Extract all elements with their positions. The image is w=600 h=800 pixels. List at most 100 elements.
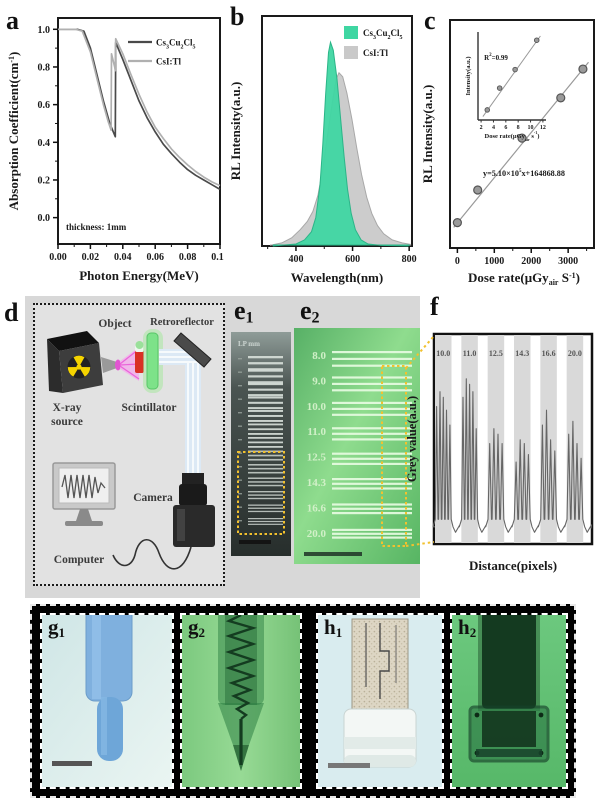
svg-text:3000: 3000	[558, 256, 578, 267]
xray-imaging-schematic: Object Retroreflector X-ray source Scint…	[33, 303, 225, 586]
label-camera: Camera	[133, 492, 173, 504]
svg-text:Distance(pixels): Distance(pixels)	[469, 558, 557, 573]
svg-text:11.0: 11.0	[463, 349, 477, 358]
panel-letter-g2: g2	[188, 615, 206, 640]
photo-e1-lp-target: LP mm	[231, 332, 291, 556]
light-beam	[159, 349, 201, 475]
lp-mm-label: LP mm	[238, 340, 260, 348]
e2-roi-box	[381, 365, 407, 547]
svg-text:800: 800	[402, 254, 417, 265]
svg-text:0.08: 0.08	[179, 252, 197, 263]
e2-line-pair-rows: 8.0 9.0 10.0 11.0 12.5 14.3 16.6 20.0	[307, 350, 412, 540]
e1-line-groups	[238, 356, 283, 525]
camera-cable	[112, 538, 192, 570]
svg-text:0.00: 0.00	[49, 252, 67, 263]
svg-text:11.0: 11.0	[307, 426, 326, 438]
svg-text:0.8: 0.8	[38, 62, 51, 73]
photo-h2-usb-xray: h2	[450, 613, 568, 789]
panel-letter-d: d	[4, 298, 19, 327]
svg-text:8: 8	[517, 125, 520, 131]
panel-letter-h2: h2	[458, 615, 477, 640]
g1-image	[42, 615, 172, 787]
photo-strip-background: g1 g2	[30, 604, 576, 798]
svg-text:Absorption Coefficient(cm-1): Absorption Coefficient(cm-1)	[6, 52, 21, 211]
svg-text:4: 4	[492, 125, 495, 131]
label-retroreflector: Retroreflector	[150, 317, 214, 328]
svg-text:CsI:Tl: CsI:Tl	[363, 48, 389, 58]
svg-text:0.02: 0.02	[82, 252, 100, 263]
label-computer: Computer	[54, 554, 104, 566]
chart-f-grey-profile: 10.0 11.0 12.5 14.3 16.6 20.0 Distance(pixels)…	[405, 332, 594, 573]
e1-roi-box	[237, 451, 285, 535]
h1-image	[318, 615, 442, 787]
svg-text:Dose rate(μGyair S-1): Dose rate(μGyair S-1)	[468, 270, 580, 287]
panel-letter-b: b	[230, 2, 245, 31]
svg-text:10.0: 10.0	[436, 349, 450, 358]
photo-e2-scintillator-image: 8.0 9.0 10.0 11.0 12.5 14.3 16.6 20.0	[294, 328, 420, 564]
photo-g1-pen-visible: g1	[40, 613, 174, 789]
svg-text:0.4: 0.4	[38, 138, 51, 149]
svg-text:10.0: 10.0	[307, 401, 327, 413]
svg-text:9.0: 9.0	[312, 375, 326, 387]
chart-a-absorption: 0.00 0.02 0.04 0.06 0.08 0.10 0.0 0.2 0.4 0.6 0.8 1…	[6, 17, 224, 283]
scintillator-slab	[143, 329, 163, 393]
svg-text:RL Intensity(a.u.): RL Intensity(a.u.)	[228, 82, 243, 181]
label-xray-2: source	[51, 416, 83, 428]
chart-c-dose-response: 0 1000 2000 3000 y=5.10×105x+164868.88 Dose r…	[420, 19, 595, 287]
camera-icon	[173, 473, 215, 547]
label-scintillator: Scintillator	[122, 402, 177, 414]
panel-letter-c: c	[424, 6, 436, 35]
panel-letter-g1: g1	[48, 615, 66, 640]
e1-scale-bar	[239, 540, 271, 544]
xray-source-icon	[47, 331, 121, 393]
svg-text:0.2: 0.2	[38, 175, 51, 186]
label-object: Object	[98, 318, 131, 330]
chart-b-rl-spectrum: 400 600 800 Cs3Cu2Cl5 CsI:Tl Wavelength(nm) RL…	[228, 15, 417, 285]
svg-text:20.0: 20.0	[568, 349, 582, 358]
svg-text:14.3: 14.3	[307, 477, 327, 489]
svg-text:Dose rate(μGyair s-1): Dose rate(μGyair s-1)	[485, 130, 540, 142]
svg-text:Cs3Cu2Cl5: Cs3Cu2Cl5	[156, 38, 196, 51]
svg-text:0.06: 0.06	[146, 252, 164, 263]
label-xray-1: X-ray	[53, 402, 82, 414]
svg-text:12.5: 12.5	[489, 349, 503, 358]
svg-text:1000: 1000	[484, 256, 504, 267]
svg-text:Wavelength(nm): Wavelength(nm)	[291, 270, 383, 285]
svg-text:1.0: 1.0	[38, 25, 51, 36]
svg-text:0.10: 0.10	[211, 252, 224, 263]
object-vial	[135, 341, 144, 373]
svg-text:10: 10	[528, 125, 534, 131]
retroreflector-mirror	[173, 332, 212, 368]
svg-text:6: 6	[504, 125, 507, 131]
svg-text:20.0: 20.0	[307, 528, 327, 540]
svg-text:2: 2	[480, 125, 483, 131]
svg-text:12.5: 12.5	[307, 452, 327, 464]
svg-text:0.0: 0.0	[38, 213, 51, 224]
panel-letter-h1: h1	[324, 615, 343, 640]
svg-text:2000: 2000	[521, 256, 541, 267]
g2-image	[182, 615, 300, 787]
svg-text:8.0: 8.0	[312, 350, 326, 362]
panel-letter-e2: e2	[300, 296, 320, 327]
svg-text:CsI:Tl: CsI:Tl	[156, 57, 182, 67]
e2-scale-bar	[304, 552, 362, 556]
svg-text:Intensity(a.u.): Intensity(a.u.)	[465, 56, 472, 95]
g2-spring	[225, 615, 258, 720]
svg-text:Cs3Cu2Cl5: Cs3Cu2Cl5	[363, 28, 403, 41]
g1-scale-bar	[52, 761, 92, 766]
svg-text:14.3: 14.3	[515, 349, 529, 358]
svg-text:0.6: 0.6	[38, 100, 51, 111]
computer-monitor	[52, 462, 116, 526]
svg-text:600: 600	[345, 254, 360, 265]
svg-text:Photon Energy(MeV): Photon Energy(MeV)	[79, 268, 199, 283]
panel-letter-a: a	[6, 6, 19, 35]
svg-text:16.6: 16.6	[542, 349, 556, 358]
photo-g2-pen-xray: g2	[180, 613, 302, 789]
svg-text:0: 0	[455, 256, 460, 267]
svg-text:RL Intensity(a.u.): RL Intensity(a.u.)	[420, 85, 435, 184]
panel-letter-e1: e1	[234, 296, 254, 327]
schematic-svg: Object Retroreflector X-ray source Scint…	[47, 317, 215, 570]
svg-text:400: 400	[288, 254, 303, 265]
svg-text:y=5.10×105x+164868.88: y=5.10×105x+164868.88	[483, 169, 565, 178]
